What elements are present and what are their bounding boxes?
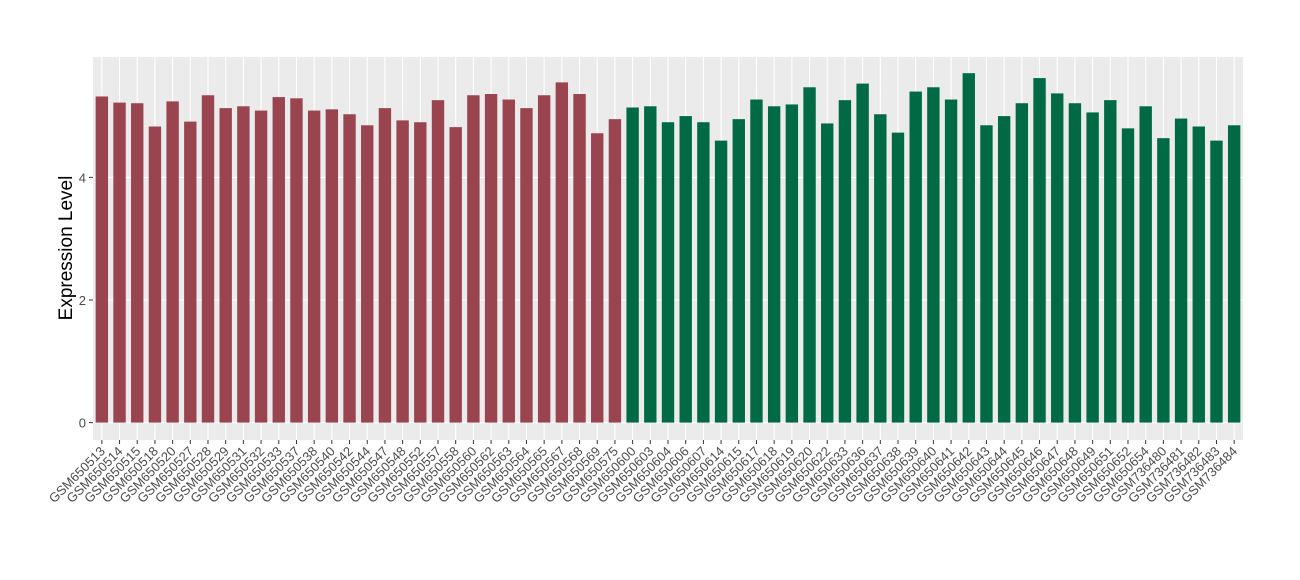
bar <box>750 99 763 423</box>
bar <box>1174 118 1188 423</box>
bar <box>148 126 162 423</box>
bar <box>449 127 462 423</box>
bar <box>272 97 285 423</box>
bar <box>944 99 958 423</box>
bar <box>732 119 745 423</box>
bar <box>1227 125 1241 423</box>
y-axis-label: Expression Level <box>56 176 77 321</box>
bar <box>821 123 834 423</box>
bar <box>785 104 799 423</box>
bar <box>219 108 232 423</box>
bar <box>520 108 533 423</box>
bar <box>909 91 922 423</box>
bar <box>467 95 480 423</box>
bar <box>555 82 569 423</box>
bar <box>201 95 215 423</box>
bar <box>1086 112 1099 423</box>
bar <box>1051 93 1064 423</box>
bar <box>874 114 887 423</box>
bar <box>838 100 852 423</box>
y-tick-label: 0 <box>79 416 86 431</box>
bar <box>431 100 445 423</box>
y-tick-label: 4 <box>79 170 86 185</box>
y-tick-label: 2 <box>79 293 86 308</box>
bar <box>237 106 250 423</box>
bar <box>113 102 126 423</box>
bar <box>325 109 339 423</box>
bar <box>1033 78 1046 423</box>
bar <box>307 110 321 423</box>
bar <box>573 94 586 423</box>
bar <box>502 99 515 423</box>
bar <box>661 122 675 423</box>
bar <box>644 106 657 423</box>
bar <box>608 119 622 423</box>
bar <box>184 121 197 423</box>
bar <box>891 132 905 423</box>
bar <box>591 133 604 423</box>
bar <box>1157 138 1170 423</box>
bar <box>767 106 781 423</box>
bar <box>997 116 1011 423</box>
bar <box>927 87 940 423</box>
bar <box>131 103 144 423</box>
bar <box>962 73 975 423</box>
bar <box>378 108 392 423</box>
bar <box>343 114 356 423</box>
bar <box>1121 128 1135 423</box>
bar <box>537 95 551 423</box>
bar <box>290 98 303 423</box>
bar <box>626 107 639 423</box>
bar <box>1015 103 1029 423</box>
bar <box>396 120 409 423</box>
bar <box>803 87 816 423</box>
bar <box>1210 140 1223 423</box>
bar <box>1104 100 1117 423</box>
bar <box>484 94 498 423</box>
bar <box>166 101 179 423</box>
bar <box>95 96 109 423</box>
bar <box>361 125 374 423</box>
bar <box>679 116 692 423</box>
bar <box>697 122 710 423</box>
bar <box>1139 106 1152 423</box>
bar <box>1068 103 1082 423</box>
bar <box>414 122 427 423</box>
bar <box>1192 126 1205 423</box>
bar <box>714 140 728 423</box>
bar <box>856 83 869 423</box>
bar <box>254 110 268 423</box>
bar <box>980 125 993 423</box>
